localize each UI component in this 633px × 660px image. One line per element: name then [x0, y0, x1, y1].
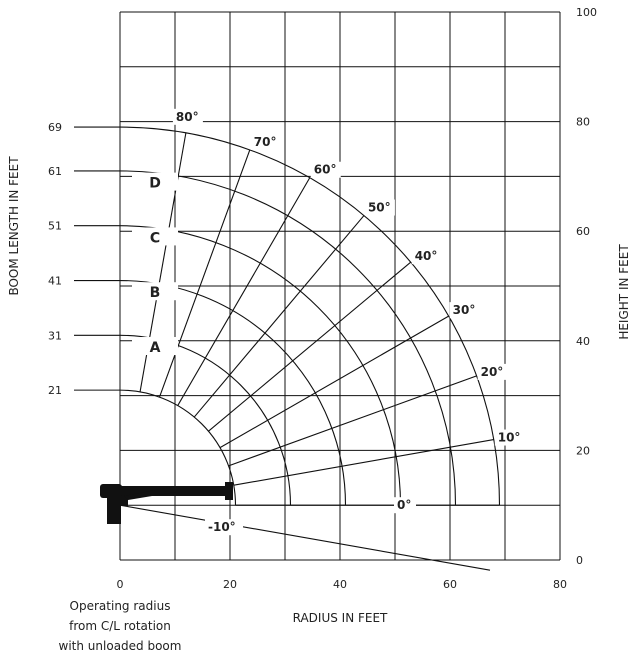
lift-cylinder — [124, 486, 176, 500]
angle-label: 40° — [415, 249, 438, 263]
boom-length-label: 51 — [48, 220, 62, 233]
section-label: D — [149, 176, 161, 192]
x-tick-label: 60 — [443, 578, 457, 591]
y-tick-label: 100 — [576, 6, 597, 19]
angle-label-bg — [172, 108, 203, 125]
angle-label: 20° — [481, 365, 504, 379]
section-label-bg — [132, 227, 178, 246]
y-tick-label: 60 — [576, 225, 590, 238]
x-tick-label: 80 — [553, 578, 567, 591]
angle-label: 30° — [453, 303, 476, 317]
angle-label-bg — [449, 302, 480, 319]
boom-length-label: 21 — [48, 384, 62, 397]
angle-line — [208, 261, 412, 432]
operating-radius-note: from C/L rotation — [69, 619, 171, 633]
y-tick-label: 40 — [576, 335, 590, 348]
section-label: C — [150, 230, 160, 246]
angle-line — [228, 375, 477, 467]
boom-length-label: 69 — [48, 121, 62, 134]
angle-label: 50° — [368, 201, 391, 215]
y-axis-title-right: HEIGHT IN FEET — [617, 244, 631, 340]
x-tick-label: 0 — [117, 578, 124, 591]
angle-label-bg — [411, 248, 442, 265]
x-axis-title: RADIUS IN FEET — [293, 611, 388, 625]
angle-line — [119, 504, 491, 571]
boom-arc — [119, 170, 457, 506]
angle-label-bg — [250, 133, 281, 150]
operating-radius-note: Operating radius — [70, 599, 171, 613]
angle-label: 70° — [254, 135, 277, 149]
boom-arc — [119, 225, 402, 506]
y-axis-title-left: BOOM LENGTH IN FEET — [7, 156, 21, 296]
angle-label-bg — [477, 363, 508, 380]
section-label-bg — [132, 337, 178, 356]
machine-counterweight — [116, 496, 128, 506]
boom-length-label: 31 — [48, 329, 62, 342]
angle-label: 0° — [397, 498, 411, 512]
angle-line — [158, 149, 251, 398]
angle-line — [233, 438, 494, 486]
boom-arc — [119, 126, 501, 506]
angle-line — [193, 215, 365, 418]
section-label-bg — [132, 282, 178, 301]
y-tick-label: 20 — [576, 444, 590, 457]
boom-length-label: 61 — [48, 165, 62, 178]
angle-label: -10° — [208, 520, 236, 534]
angle-label: 80° — [176, 110, 199, 124]
boom-arc — [119, 389, 237, 506]
angle-label: 10° — [498, 431, 521, 445]
angle-label-bg — [394, 497, 416, 514]
angle-label-bg — [205, 519, 243, 536]
section-label: A — [150, 340, 161, 356]
x-tick-label: 20 — [223, 578, 237, 591]
telehandler-silhouette — [100, 482, 233, 524]
boom-head — [225, 482, 233, 500]
angle-line — [177, 177, 311, 406]
operating-radius-note: with unloaded boom — [59, 639, 182, 653]
angle-label-bg — [310, 161, 341, 178]
chart-labels: 0 20 40 60 80 RADIUS IN FEET 0 20 40 60 80 100 HEIGH… — [7, 6, 631, 653]
boom-length-label: 41 — [48, 275, 62, 288]
angle-label: 60° — [314, 163, 337, 177]
section-label-bg — [132, 172, 178, 191]
angle-label-bg — [364, 199, 395, 216]
section-label: B — [150, 285, 161, 301]
x-tick-label: 40 — [333, 578, 347, 591]
y-tick-label: 80 — [576, 116, 590, 129]
y-tick-label: 0 — [576, 554, 583, 567]
angle-label-bg — [494, 429, 525, 446]
angle-line — [219, 315, 449, 449]
grid — [119, 11, 561, 561]
